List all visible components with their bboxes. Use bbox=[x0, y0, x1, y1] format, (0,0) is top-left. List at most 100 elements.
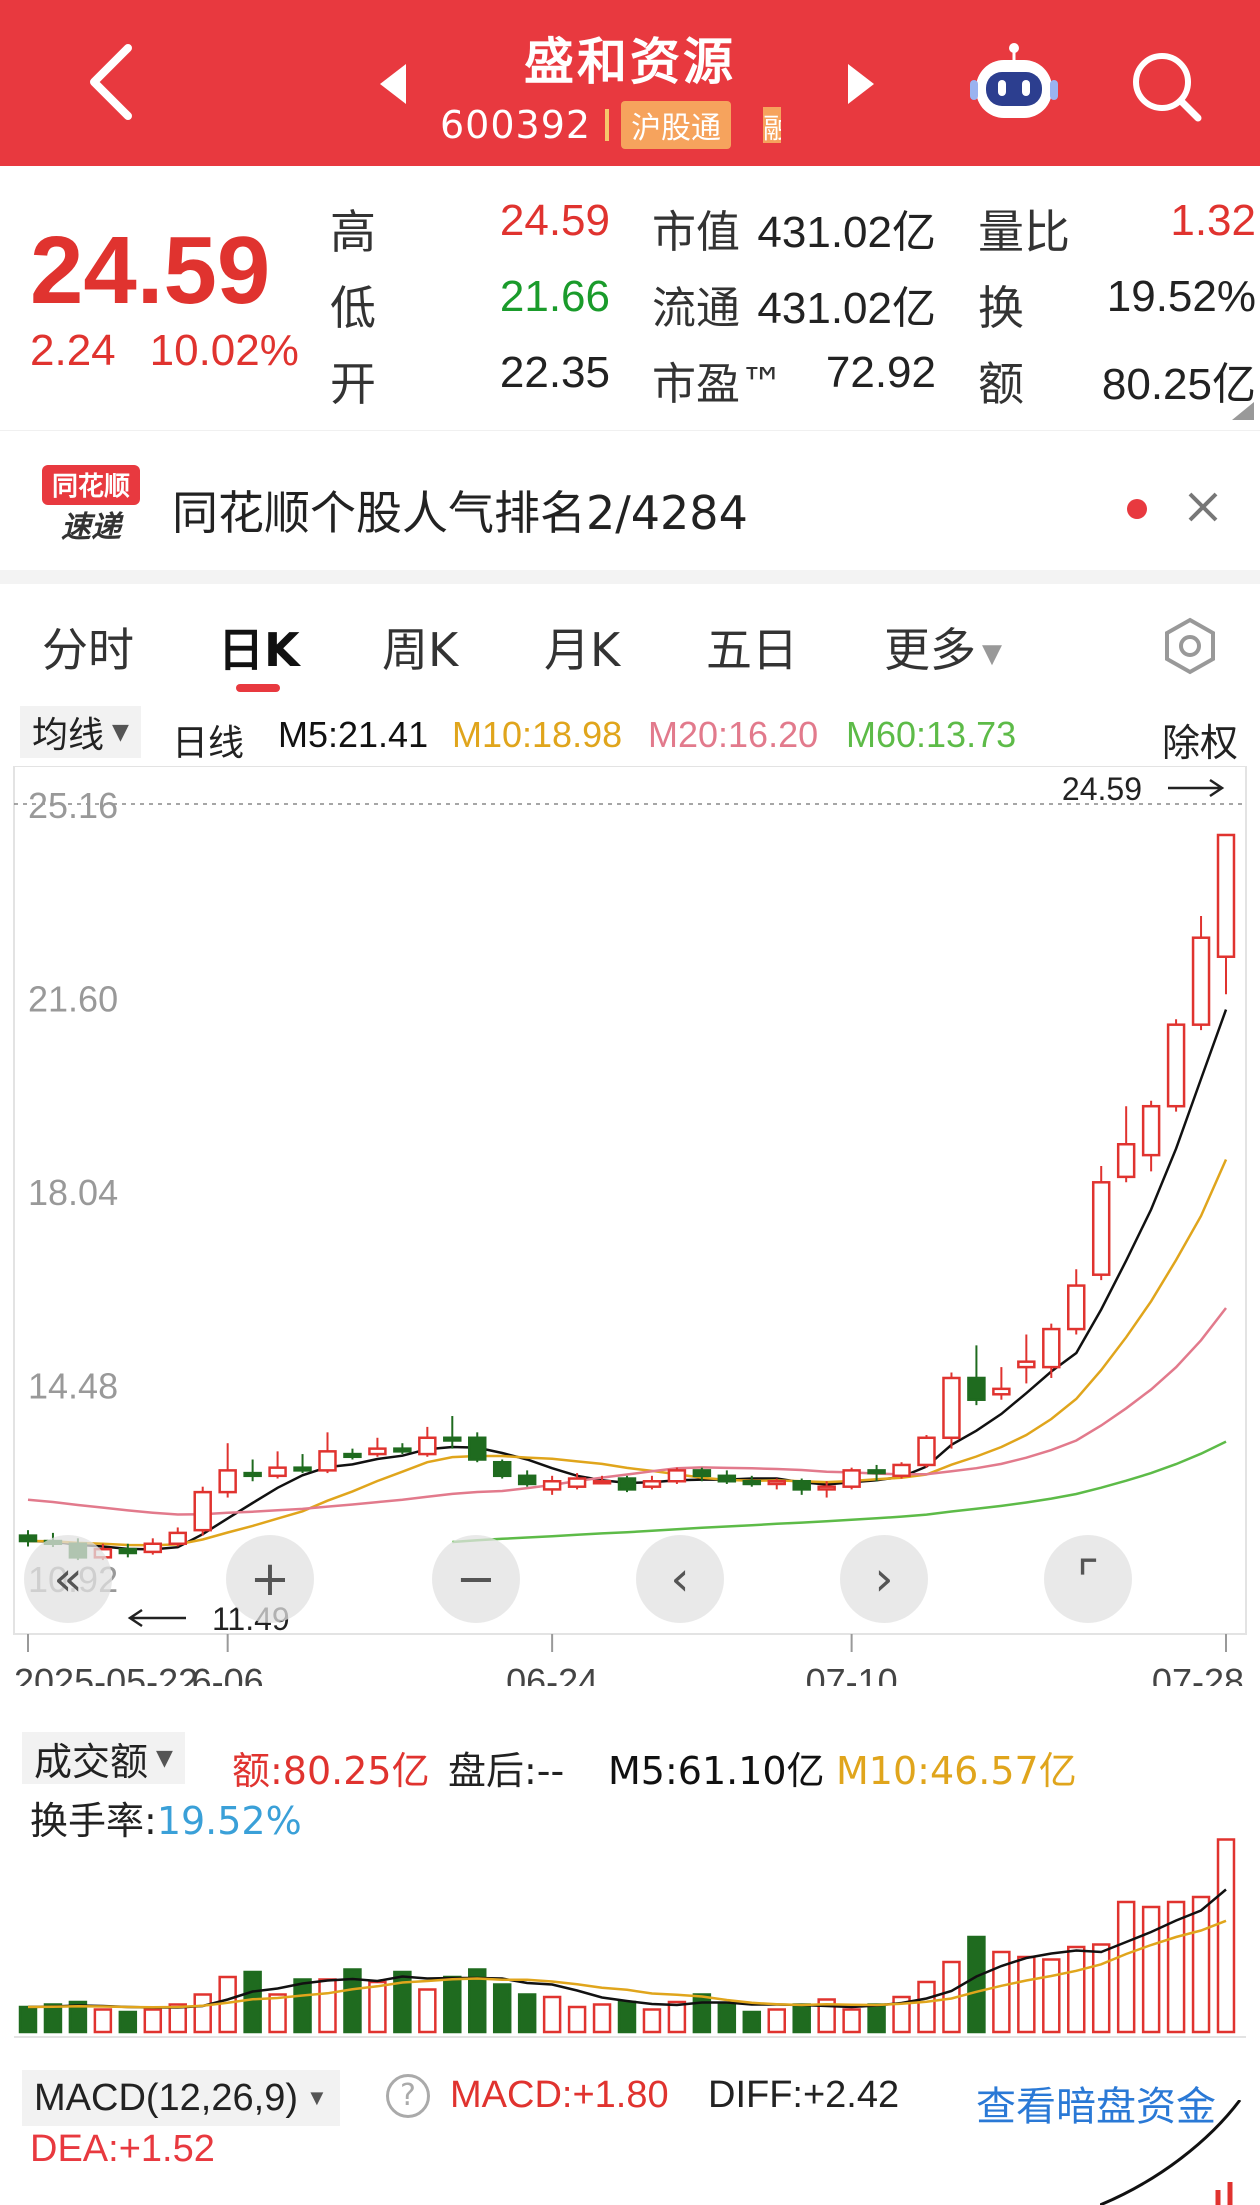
volume-bar bbox=[293, 1978, 312, 2034]
macd-selector[interactable]: MACD(12,26,9) ▼ bbox=[22, 2070, 340, 2126]
y-tick-label: 14.48 bbox=[28, 1366, 118, 1407]
volume-bar bbox=[1191, 1895, 1211, 2034]
min-arrow-icon bbox=[127, 1608, 186, 1628]
prev-stock-icon[interactable] bbox=[380, 64, 406, 104]
last-price: 24.59 bbox=[30, 217, 271, 324]
expand-corner-icon[interactable] bbox=[1232, 402, 1254, 420]
candlestick-chart[interactable]: 25.1621.6018.0414.4810.922025-05-226-060… bbox=[0, 766, 1260, 1686]
x-tick-label: 2025-05-22 bbox=[14, 1661, 198, 1686]
candle-body bbox=[842, 1469, 861, 1488]
ma20-line bbox=[27, 1307, 1227, 1516]
header-bar: 盛和资源 600392 沪股通 融 bbox=[0, 0, 1260, 166]
volume-bar bbox=[1067, 1945, 1086, 2034]
candle-body bbox=[368, 1447, 387, 1456]
candle-body bbox=[592, 1480, 612, 1485]
candle-body bbox=[492, 1460, 512, 1478]
ma60-value: M60:13.73 bbox=[846, 714, 1017, 755]
candle-body bbox=[767, 1480, 786, 1486]
unread-dot-icon bbox=[1127, 499, 1147, 519]
tab-five-day[interactable]: 五日 bbox=[706, 623, 798, 677]
candle-body bbox=[792, 1480, 811, 1491]
candle-body bbox=[218, 1469, 237, 1494]
volume-bar bbox=[393, 1970, 412, 2034]
volume-bar bbox=[68, 2000, 88, 2034]
turnover-value: 19.52% bbox=[1106, 272, 1256, 321]
dark-pool-link[interactable]: 查看暗盘资金 bbox=[976, 2084, 1216, 2130]
volume-ma10-line bbox=[27, 1919, 1227, 2009]
popularity-banner[interactable]: 同花顺 速递 同花顺个股人气排名2/4284 bbox=[0, 430, 1260, 570]
volume-bar bbox=[492, 1983, 512, 2034]
tab-daily-k[interactable]: 日K bbox=[218, 623, 300, 677]
x-tick-label: 6-06 bbox=[192, 1661, 264, 1686]
pan-right-icon[interactable]: › bbox=[840, 1535, 928, 1623]
volume-bar bbox=[517, 1993, 537, 2034]
candle-body bbox=[1091, 1181, 1111, 1276]
candle-body bbox=[393, 1447, 412, 1453]
candle-body bbox=[967, 1376, 986, 1401]
candle-body bbox=[742, 1480, 762, 1486]
chevron-down-icon: ▼ bbox=[982, 638, 1002, 669]
ma-selector[interactable]: 均线 ▼ bbox=[20, 706, 141, 758]
ma10-value: M10:18.98 bbox=[452, 714, 623, 755]
volume-bar bbox=[917, 1980, 936, 2034]
help-icon[interactable]: ? bbox=[386, 2074, 430, 2118]
robot-assistant-icon[interactable] bbox=[970, 42, 1058, 122]
margin-badge: 融 bbox=[763, 107, 782, 143]
pe-value: 72.92 bbox=[825, 348, 936, 397]
max-price-label: 24.59 bbox=[1062, 771, 1142, 807]
x-tick-label: 07-10 bbox=[806, 1661, 898, 1686]
zoom-in-icon[interactable]: + bbox=[226, 1535, 314, 1623]
tab-intraday[interactable]: 分时 bbox=[42, 623, 134, 677]
float-label: 流通 bbox=[652, 283, 740, 334]
volume-bar bbox=[468, 1968, 487, 2034]
volume-bar bbox=[418, 1988, 437, 2034]
y-tick-label: 25.16 bbox=[28, 785, 118, 826]
ma20-value: M20:16.20 bbox=[648, 714, 819, 755]
ma-period-label: 日线 bbox=[172, 722, 245, 763]
volume-m10: M10:46.57亿 bbox=[836, 1749, 1077, 1793]
candle-body bbox=[418, 1436, 437, 1456]
candle-body bbox=[1017, 1360, 1036, 1369]
turnover-label: 换 bbox=[978, 281, 1024, 335]
period-tabs: 分时 日K 周K 月K 五日 更多 ▼ bbox=[0, 584, 1260, 694]
candle-body bbox=[293, 1466, 312, 1472]
volume-bar bbox=[767, 2008, 786, 2034]
next-stock-icon[interactable] bbox=[848, 64, 874, 104]
volume-bar bbox=[1216, 1838, 1236, 2034]
fullscreen-icon[interactable]: ⌜ bbox=[1044, 1535, 1132, 1623]
amount-value: 80.25亿 bbox=[1101, 360, 1256, 409]
volume-bar bbox=[1017, 1955, 1036, 2034]
volume-bar bbox=[443, 1975, 462, 2034]
tab-monthly-k[interactable]: 月K bbox=[544, 623, 621, 677]
volume-bar bbox=[692, 1993, 712, 2034]
adjust-toggle[interactable]: 除权 bbox=[1161, 721, 1238, 765]
volume-bar bbox=[717, 2003, 737, 2034]
zoom-out-icon[interactable]: − bbox=[432, 1535, 520, 1623]
turnover-rate-value: 19.52% bbox=[156, 1799, 302, 1843]
candle-body bbox=[268, 1466, 287, 1478]
rewind-icon[interactable]: « bbox=[24, 1535, 112, 1623]
pan-left-icon[interactable]: ‹ bbox=[636, 1535, 724, 1623]
candle-body bbox=[517, 1474, 537, 1486]
close-icon[interactable] bbox=[1186, 490, 1220, 524]
volume-bar bbox=[542, 1995, 562, 2034]
back-arrow-icon[interactable] bbox=[82, 42, 142, 122]
mktcap-label: 市值 bbox=[652, 207, 740, 258]
search-icon[interactable] bbox=[1128, 48, 1204, 124]
tab-weekly-k[interactable]: 周K bbox=[382, 623, 459, 677]
high-label: 高 bbox=[330, 205, 376, 259]
chart-settings-icon[interactable] bbox=[1160, 616, 1220, 676]
chart-zoom-bar: « + − ‹ › ⌜ bbox=[0, 1535, 1260, 1629]
volume-bar bbox=[1166, 1900, 1186, 2034]
logo-bottom-text: 速递 bbox=[61, 511, 124, 544]
volume-bar bbox=[842, 2008, 861, 2034]
low-label: 低 bbox=[330, 281, 376, 335]
volume-selector[interactable]: 成交额 ▼ bbox=[22, 1732, 185, 1784]
tab-more[interactable]: 更多 ▼ bbox=[884, 614, 1002, 680]
volume-chart[interactable] bbox=[0, 1826, 1260, 2036]
volume-m5: M5:61.10亿 bbox=[608, 1749, 825, 1793]
candle-body bbox=[1042, 1327, 1061, 1369]
float-value: 431.02亿 bbox=[757, 284, 936, 333]
candle-body bbox=[817, 1485, 836, 1491]
volume-bar bbox=[43, 2003, 63, 2034]
